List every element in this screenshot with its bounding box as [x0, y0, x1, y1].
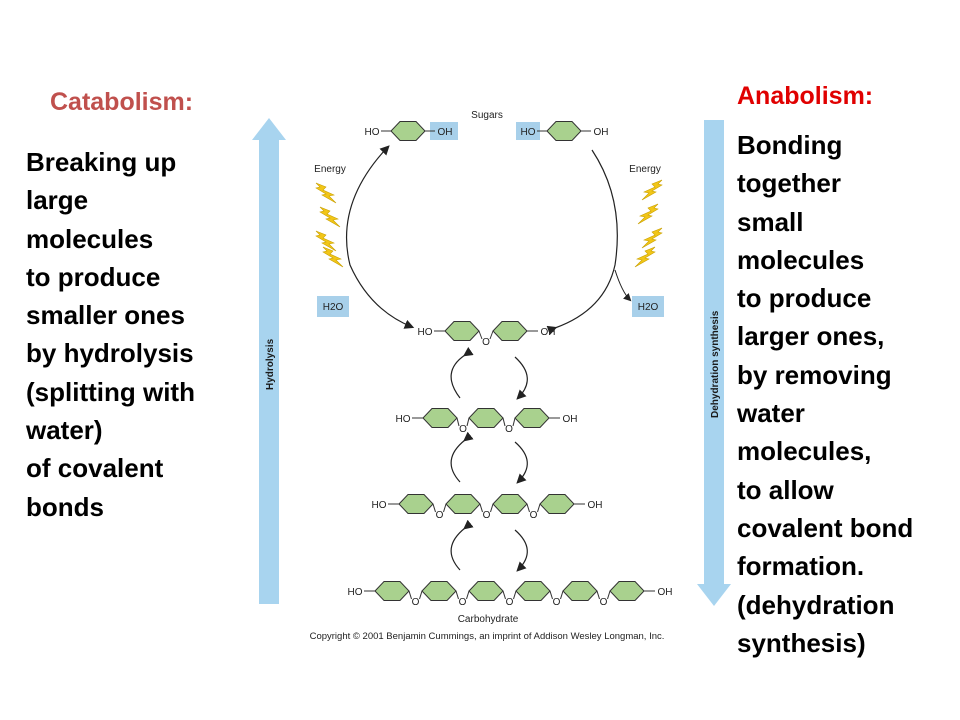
energy-bolt	[322, 246, 344, 268]
anabolism-line: molecules	[737, 244, 865, 275]
anabolism-line: formation.	[737, 551, 865, 582]
glycosidic-oxygen: O	[600, 597, 608, 608]
water-label-left: H2O	[323, 302, 344, 313]
energy-bolt	[315, 182, 337, 204]
energy-label-right: Energy	[629, 164, 661, 175]
sugar-ring	[609, 581, 645, 601]
energy-bolt	[634, 246, 656, 268]
energy-bolt	[315, 230, 337, 252]
carbohydrate-label: Carbohydrate	[458, 614, 519, 625]
anabolism-line: covalent bond	[737, 512, 914, 543]
sugar-ring	[562, 581, 598, 601]
catabolism-line: Breaking up	[26, 147, 177, 177]
sugar-ring	[492, 321, 528, 341]
anabolism-line: to allow	[737, 474, 834, 505]
glycosidic-oxygen: O	[482, 337, 490, 348]
ho-group: HO	[418, 327, 433, 338]
glycosidic-oxygen: O	[459, 597, 467, 608]
ho-group: HO	[396, 414, 411, 425]
anabolism-line: together	[737, 168, 841, 199]
energy-bolt	[641, 227, 663, 249]
oh-group: OH	[563, 414, 578, 425]
energy-bolt	[637, 203, 659, 225]
catabolism-line: to produce	[26, 261, 161, 292]
anabolism-line: to produce	[737, 283, 872, 314]
anabolism-line: water	[737, 398, 805, 429]
catabolism-description: Breaking up large molecules to produce small…	[26, 143, 246, 526]
sugar-ring	[539, 494, 575, 514]
anabolism-line: Bonding	[737, 130, 843, 160]
catabolism-line: (splitting with	[26, 376, 195, 407]
glycosidic-oxygen: O	[483, 510, 491, 521]
water-box-left	[317, 296, 349, 317]
dehydration-arrow: Dehydration synthesis	[697, 120, 731, 606]
anabolism-line: by removing	[737, 359, 892, 390]
glycosidic-oxygen: O	[412, 597, 420, 608]
glycosidic-oxygen: O	[436, 510, 444, 521]
hydroxyl-box-right	[516, 122, 540, 140]
sugar-ring	[468, 581, 504, 601]
sugar-ring	[492, 494, 528, 514]
catabolism-line: molecules	[26, 223, 154, 254]
oh-group: OH	[541, 327, 556, 338]
sugar-ring	[390, 121, 426, 141]
catabolism-line: bonds	[26, 491, 104, 522]
sugar-ring	[374, 581, 410, 601]
energy-bolts	[315, 179, 663, 268]
catabolism-line: water)	[26, 415, 103, 446]
oh-group: OH	[438, 127, 453, 138]
glycosidic-oxygen: O	[530, 510, 538, 521]
energy-bolt	[319, 206, 341, 228]
sugar-ring	[422, 408, 458, 428]
glycosidic-oxygen: O	[553, 597, 561, 608]
dehydration-synthesis-label: Dehydration synthesis	[710, 310, 721, 418]
sugar-ring	[546, 121, 582, 141]
water-box-right	[632, 296, 664, 317]
sugar-ring	[444, 321, 480, 341]
ho-group: HO	[348, 587, 363, 598]
ho-group: HO	[521, 127, 536, 138]
energy-label-left: Energy	[314, 164, 346, 175]
cycle-arrow-right-up	[546, 149, 618, 335]
catabolism-line: smaller ones	[26, 300, 185, 331]
anabolism-line: molecules,	[737, 436, 872, 467]
glycosidic-oxygen: O	[459, 424, 467, 435]
ho-group: HO	[365, 127, 380, 138]
hydrolysis-label: Hydrolysis	[265, 338, 276, 390]
oh-group: OH	[594, 127, 609, 138]
sugar-chains: HO OH HO OH HO O OH HO O O OH HO O O O OH HO O O O O O OH	[348, 121, 673, 608]
anabolism-title: Anabolism:	[737, 82, 874, 110]
catabolism-line: large	[26, 185, 89, 216]
hydroxyl-box-left	[430, 122, 458, 140]
anabolism-description: Bonding together small molecules to produce l…	[737, 126, 960, 662]
anabolism-line: (dehydration	[737, 589, 895, 620]
water-label-right: H2O	[638, 302, 659, 313]
energy-bolt	[641, 179, 663, 201]
anabolism-line: small	[737, 206, 804, 237]
sugar-ring	[468, 408, 504, 428]
catabolism-title: Catabolism:	[50, 88, 194, 116]
oh-group: OH	[588, 500, 603, 511]
copyright-text: Copyright © 2001 Benjamin Cummings, an i…	[310, 631, 665, 642]
sugar-ring	[421, 581, 457, 601]
glycosidic-oxygen: O	[506, 597, 514, 608]
cycle-arrow-left-down	[345, 149, 415, 329]
sugar-ring	[514, 408, 550, 428]
sugar-ring	[398, 494, 434, 514]
oh-group: OH	[658, 587, 673, 598]
hydrolysis-arrow: Hydrolysis	[252, 118, 286, 604]
water-arrow-right	[614, 269, 632, 302]
ho-group: HO	[372, 500, 387, 511]
catabolism-line: by hydrolysis	[26, 338, 194, 369]
anabolism-line: larger ones,	[737, 321, 885, 352]
sugar-ring	[515, 581, 551, 601]
catabolism-line: of covalent	[26, 453, 164, 484]
anabolism-line: synthesis)	[737, 627, 866, 658]
chain-arrows	[450, 346, 528, 572]
sugars-label: Sugars	[471, 110, 503, 121]
glycosidic-oxygen: O	[505, 424, 513, 435]
sugar-ring	[445, 494, 481, 514]
